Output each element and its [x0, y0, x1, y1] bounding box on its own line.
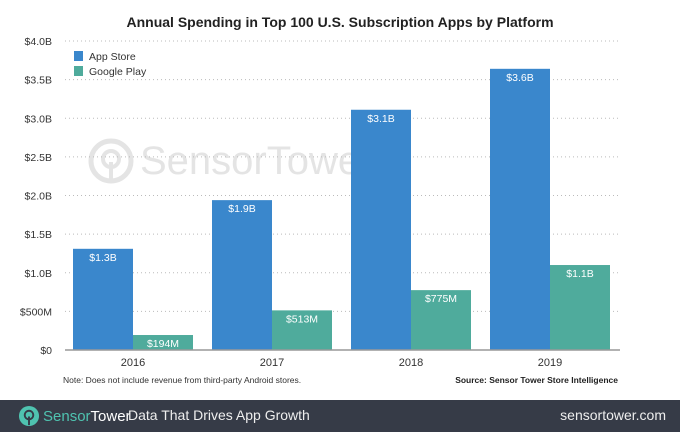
bar-google-play: [550, 265, 610, 350]
data-label: $3.6B: [506, 72, 533, 84]
brand-sensor: Sensor: [43, 407, 91, 425]
y-tick-label: $4.0B: [25, 36, 52, 48]
bar-google-play: [272, 310, 332, 350]
chart-source: Source: Sensor Tower Store Intelligence: [455, 375, 618, 385]
watermark-sensor: Sensor: [140, 138, 267, 183]
bar-google-play: [411, 290, 471, 350]
y-tick-label: $500M: [20, 306, 52, 318]
x-tick-label: 2019: [538, 357, 562, 369]
data-label: $194M: [147, 338, 179, 350]
data-label: $775M: [425, 293, 457, 305]
legend-swatch: [74, 51, 83, 61]
bar-app-store: [73, 248, 133, 350]
sensor-tower-logo-icon: [18, 405, 40, 427]
x-tick-label: 2016: [121, 357, 145, 369]
footer-bar: Sensor Tower Data That Drives App Growth …: [0, 400, 680, 432]
data-label: $513M: [286, 313, 318, 325]
chart-note: Note: Does not include revenue from thir…: [63, 375, 302, 385]
y-tick-label: $3.5B: [25, 75, 52, 87]
footer-tagline: Data That Drives App Growth: [128, 407, 310, 423]
bar-chart: $0 $500M $1.0B $1.5B $2.0B $2.5B $3.0B $3.5B $4.…: [20, 36, 620, 369]
bar-app-store: [212, 200, 272, 350]
y-tick-label: $2.0B: [25, 191, 52, 203]
y-tick-label: $3.0B: [25, 113, 52, 125]
x-tick-label: 2018: [399, 357, 423, 369]
footer-url[interactable]: sensortower.com: [560, 407, 666, 423]
footer-logo[interactable]: Sensor Tower: [18, 405, 131, 427]
y-tick-label: $2.5B: [25, 152, 52, 164]
data-label: $1.3B: [89, 252, 116, 264]
data-label: $3.1B: [367, 113, 394, 125]
data-label: $1.9B: [228, 203, 255, 215]
y-tick-label: $1.5B: [25, 229, 52, 241]
sensor-tower-logo-icon: [88, 138, 134, 184]
bar-app-store: [351, 109, 411, 350]
x-tick-label: 2017: [260, 357, 284, 369]
bar-app-store: [490, 68, 550, 350]
legend-label: Google Play: [89, 66, 147, 78]
data-label: $1.1B: [566, 268, 593, 280]
chart-title: Annual Spending in Top 100 U.S. Subscrip…: [126, 14, 554, 30]
y-tick-label: $1.0B: [25, 268, 52, 280]
bar-google-play: [133, 335, 193, 350]
y-tick-label: $0: [40, 345, 52, 357]
brand-tower: Tower: [90, 407, 131, 425]
legend-label: App Store: [89, 51, 136, 63]
legend-swatch: [74, 66, 83, 76]
